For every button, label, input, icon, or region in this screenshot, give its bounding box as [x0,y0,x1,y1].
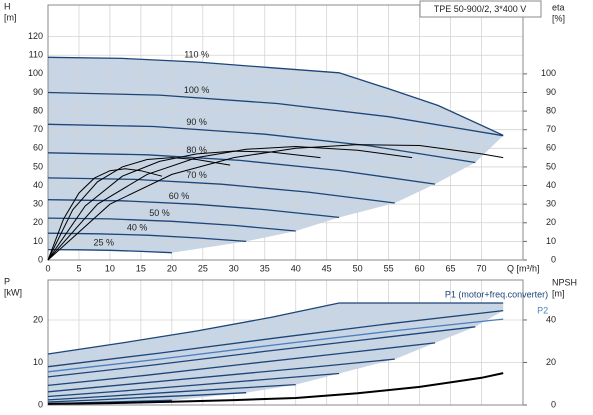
x-axis-label: Q [m³/h] [507,263,540,273]
secondary-curve [47,168,163,261]
curve [47,199,340,219]
y2-tick-label: 90 [546,87,556,97]
curve [47,232,247,243]
y-tick-label: 120 [28,31,43,41]
x-tick-label: 50 [353,263,363,273]
secondary-curve [47,144,504,261]
y-axis-label: H [4,1,11,11]
curve [47,326,476,378]
y2-tick-label: 0 [551,254,556,264]
secondary-curve [47,157,231,261]
y2-axis-label: eta [552,2,565,12]
curve-label: P2 [537,305,548,315]
plot-frame [47,279,524,406]
curve-label: 60 % [169,191,190,201]
curve-label: P1 (motor+freq.converter) [445,289,548,299]
y-tick-label: 30 [33,199,43,209]
y2-tick-label: 0 [551,399,556,409]
secondary-curve [47,145,413,261]
y2-tick-label: 20 [546,357,556,367]
curve [47,177,395,204]
y2-tick-label: 60 [546,143,556,153]
curve-label: 70 % [186,170,207,180]
operating-range [48,302,504,404]
curve-label: 110 % [184,49,209,59]
title-box [419,0,542,18]
y2-tick-label: 30 [546,199,556,209]
curve-label: 80 % [186,145,207,155]
y-tick-label: 10 [33,357,43,367]
x-tick-label: 25 [198,263,208,273]
curve [47,372,340,398]
curve-label: 40 % [127,222,148,232]
y2-tick-label: 10 [546,236,556,246]
x-tick-label: 65 [446,263,456,273]
curve-label: 25 % [93,238,114,248]
y-tick-label: 70 [33,124,43,134]
x-tick-label: 60 [415,263,425,273]
y-axis-label: [kW] [4,287,22,297]
y-tick-label: 50 [33,161,43,171]
y-tick-label: 0 [38,254,43,264]
y-axis-label: P [4,276,10,286]
x-tick-label: 55 [384,263,394,273]
y-tick-label: 0 [38,399,43,409]
curve [47,248,172,254]
x-tick-label: 35 [260,263,270,273]
curve-label: 100 % [184,85,210,95]
x-tick-label: 45 [322,263,332,273]
curve [47,392,247,403]
plot-frame [47,4,524,261]
x-tick-label: 0 [45,263,50,273]
x-tick-label: 10 [105,263,115,273]
curve [47,358,395,393]
y2-tick-label: 70 [546,124,556,134]
curve-label: 90 % [186,117,207,127]
y2-axis-label: NPSH [552,277,577,287]
y-tick-label: 10 [33,236,43,246]
y-tick-label: 80 [33,105,43,115]
y-tick-label: 100 [28,68,43,78]
x-tick-label: 30 [229,263,239,273]
y-tick-label: 20 [33,217,43,227]
y-tick-label: 40 [33,180,43,190]
y2-axis-label: [%] [552,13,565,23]
curve [47,56,504,136]
y-axis-label: [m] [4,12,17,22]
y2-tick-label: 20 [546,217,556,227]
y-tick-label: 20 [33,314,43,324]
curve [47,302,504,355]
curve [47,217,296,232]
x-tick-label: 5 [76,263,81,273]
curve [47,383,296,401]
x-tick-label: 20 [167,263,177,273]
curve [47,152,436,185]
y-tick-label: 110 [29,50,43,60]
y-tick-label: 60 [33,143,43,153]
secondary-curve [47,372,504,405]
y2-tick-label: 40 [546,180,556,190]
y-tick-label: 90 [33,87,43,97]
x-tick-label: 15 [136,263,146,273]
curve [47,91,504,137]
y2-axis-label: [m] [552,288,565,298]
curve [47,342,436,387]
y2-tick-label: 80 [546,105,556,115]
curve [47,309,504,368]
y2-tick-label: 100 [541,68,556,78]
x-tick-label: 40 [291,263,301,273]
x-tick-label: 70 [476,263,486,273]
curve-label: 50 % [149,208,170,218]
chart-title: TPE 50-900/2, 3*400 V [434,4,527,14]
curve [47,123,476,164]
y2-tick-label: 40 [546,314,556,324]
y2-tick-label: 50 [546,161,556,171]
curve [47,318,504,373]
